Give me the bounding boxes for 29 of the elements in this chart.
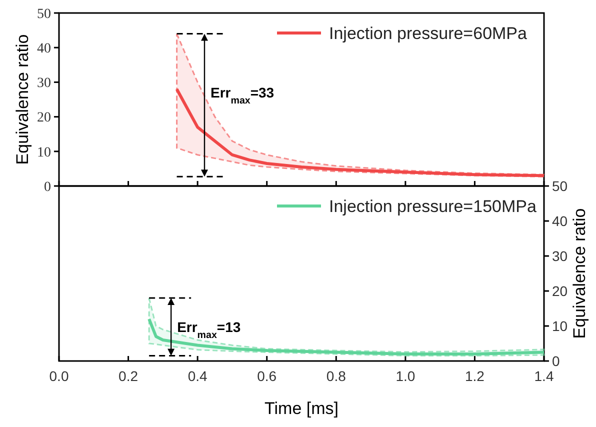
y2-axis-title: Equivalence ratio (570, 208, 589, 339)
y-tick-label: 0 (44, 180, 51, 195)
x-tick-label: 0.8 (326, 368, 346, 384)
y2-tick-label: 0 (552, 352, 560, 369)
y-tick-label: 20 (37, 110, 51, 126)
line-series (148, 318, 546, 356)
x-tick-label: 1.4 (534, 368, 554, 384)
x-tick-label: 0.6 (257, 368, 277, 384)
legend-label: Injection pressure=60MPa (329, 24, 528, 43)
x-tick-label: 1.2 (464, 368, 485, 384)
y-tick-label: 50 (37, 6, 51, 22)
y2-tick-label: 10 (552, 318, 568, 334)
legend-label: Injection pressure=150MPa (329, 196, 537, 216)
x-tick-label: 0.2 (118, 368, 138, 384)
y-tick-label: 10 (37, 145, 51, 160)
annotation: Err$_{max}$=33 (210, 84, 274, 106)
y2-tick-label: 20 (552, 282, 568, 299)
x-tick-label: 0.4 (188, 368, 208, 384)
x-axis-title: Time [ms] (264, 399, 338, 418)
y2-tick-label: 30 (552, 248, 568, 264)
y2-tick-label: 40 (552, 212, 568, 229)
y-tick-label: 40 (37, 42, 51, 56)
y-axis-title: Equivalence ratio (13, 34, 32, 165)
annotation: Err$_{max}$=13 (177, 318, 241, 340)
x-tick-label: 0.0 (49, 368, 69, 384)
y-tick-label: 30 (37, 76, 51, 92)
y2-tick-label: 50 (552, 178, 568, 194)
line-series (175, 88, 546, 178)
x-tick-label: 1.0 (396, 368, 416, 384)
